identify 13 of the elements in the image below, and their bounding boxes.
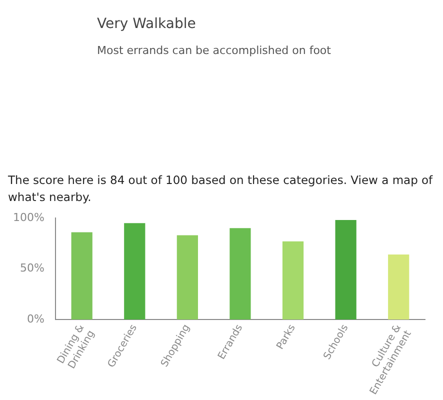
bar bbox=[282, 241, 304, 320]
bar bbox=[230, 228, 251, 320]
bar bbox=[176, 235, 198, 320]
chart-title: Very Walkable bbox=[97, 16, 196, 32]
bar bbox=[335, 220, 356, 320]
chart-subtitle: Most errands can be accomplished on foot bbox=[97, 44, 331, 57]
bar bbox=[388, 254, 410, 320]
y-tick-label: 0% bbox=[26, 312, 44, 326]
bar bbox=[124, 223, 146, 320]
text: The score here is 84 out of 100 based on these categories. View a map of what's nearby. bbox=[8, 172, 434, 206]
y-tick-label: 100% bbox=[12, 210, 44, 224]
bar bbox=[71, 232, 92, 320]
y-tick-label: 50% bbox=[20, 262, 44, 275]
